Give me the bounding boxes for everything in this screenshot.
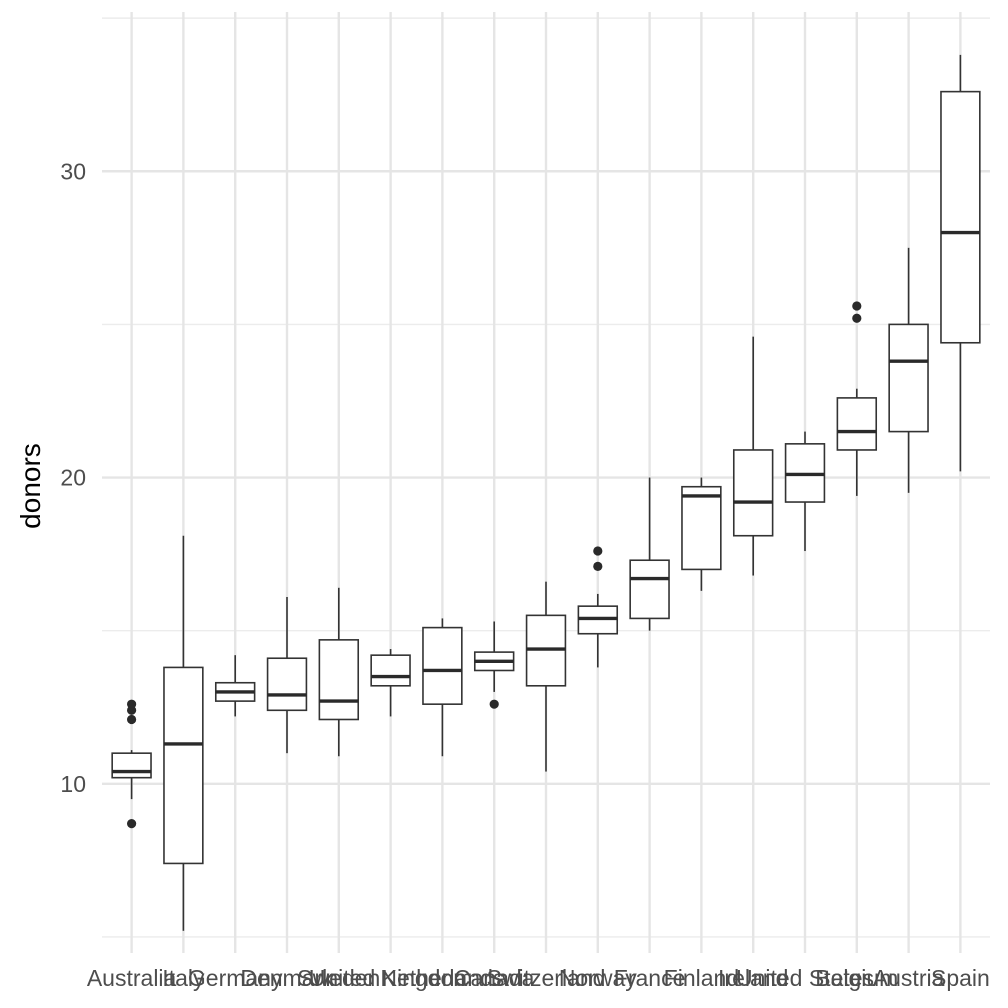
iqr-box xyxy=(266,657,308,712)
x-tick-label: Austria xyxy=(873,965,945,991)
x-tick-label: Finland xyxy=(664,965,739,991)
box-group xyxy=(266,596,308,754)
x-tick-label: France xyxy=(614,965,686,991)
x-tick-label: Sweden xyxy=(297,965,380,991)
x-tick-label: Canada xyxy=(454,965,535,991)
y-tick-label: 10 xyxy=(60,771,86,797)
x-tick-label: Denmark xyxy=(240,965,334,991)
box-group xyxy=(473,621,515,709)
x-tick-label: Netherlands xyxy=(380,965,504,991)
box-group xyxy=(111,699,152,829)
y-tick-labels: 10 20 30 xyxy=(60,158,86,797)
box-group xyxy=(732,336,774,576)
iqr-box xyxy=(836,397,878,451)
box-group xyxy=(370,649,411,717)
x-tick-label: United Kingdom xyxy=(309,965,473,991)
outlier-point xyxy=(852,313,862,323)
x-tick-label: Spain xyxy=(931,965,990,991)
box-group xyxy=(214,655,256,717)
iqr-box xyxy=(163,666,204,865)
box-group xyxy=(577,546,619,668)
iqr-box xyxy=(370,654,411,687)
iqr-box xyxy=(681,485,722,571)
iqr-box xyxy=(422,626,463,705)
box-group xyxy=(681,477,722,591)
outlier-point xyxy=(593,546,603,556)
iqr-box xyxy=(940,90,981,344)
x-tick-label: Switzerland xyxy=(487,965,606,991)
outlier-point xyxy=(127,699,137,709)
box-group xyxy=(422,618,463,757)
x-tick-label: Germany xyxy=(188,965,283,991)
box-group xyxy=(525,581,567,772)
box-group xyxy=(784,431,826,552)
iqr-box xyxy=(732,449,774,537)
box-group xyxy=(163,535,204,931)
iqr-box xyxy=(629,559,670,620)
x-tick-label: Italy xyxy=(162,965,205,991)
box-group xyxy=(940,54,981,472)
box-group xyxy=(888,247,929,493)
x-tick-label: Australia xyxy=(87,965,177,991)
outlier-point xyxy=(593,561,603,571)
box-group xyxy=(318,587,360,757)
iqr-box xyxy=(318,639,360,721)
boxes xyxy=(111,54,981,931)
iqr-box xyxy=(888,323,929,433)
x-tick-label: Ireland xyxy=(718,965,788,991)
y-tick-label: 30 xyxy=(60,158,86,184)
x-tick-label: Belgium xyxy=(815,965,898,991)
x-tick-label: Norway xyxy=(559,965,637,991)
outlier-point xyxy=(127,819,137,829)
outlier-point xyxy=(489,699,499,709)
outlier-point xyxy=(852,301,862,311)
y-tick-label: 20 xyxy=(60,465,86,491)
y-axis-title: donors xyxy=(15,443,46,529)
box-group xyxy=(836,301,878,496)
box-group xyxy=(629,477,670,631)
x-tick-labels: AustraliaItalyGermanyDenmarkSwedenUnited… xyxy=(87,965,990,991)
x-tick-label: United States xyxy=(736,965,874,991)
outlier-point xyxy=(127,714,137,725)
iqr-box xyxy=(111,752,152,779)
